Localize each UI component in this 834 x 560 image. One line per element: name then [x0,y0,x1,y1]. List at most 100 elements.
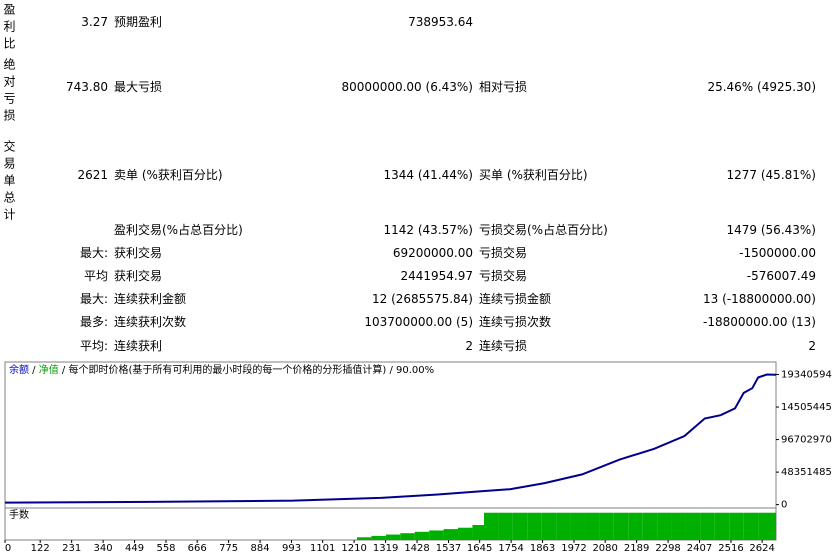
lots-bar [443,529,459,540]
y-tick-label: 14505445 [781,402,832,413]
x-tick-label: 2189 [624,543,649,554]
x-tick-label: 558 [156,543,175,554]
lots-bar [512,512,528,540]
x-tick-label: 340 [94,543,113,554]
x-tick-label: 884 [251,543,270,554]
b-value: 13 (-18800000.00) [703,292,816,306]
lots-bar [527,512,542,540]
lots-bar [584,512,600,540]
a-value: 2441954.97 [400,269,473,283]
b-label: 连续亏损金额 [479,292,552,306]
x-tick-label: 1319 [373,543,398,554]
lots-bar [642,512,658,540]
lead: 平均 [83,269,108,283]
legend-part: 净值 [39,363,59,376]
lots-bar [758,512,773,540]
x-tick-label: 775 [219,543,238,554]
lots-bar [414,531,430,540]
lots-bar [458,527,473,540]
lots-bar [599,512,614,540]
lots-bar [613,512,629,540]
a-value: 69200000.00 [392,246,473,260]
b-label: 亏损交易 [479,269,528,283]
lots-bar [700,512,715,540]
a-label: 连续获利 [114,339,163,353]
lots-bar [385,534,401,540]
lots-bar [556,512,571,540]
x-tick-label: 1645 [467,543,492,554]
y-tick-label: 48351485 [781,467,832,478]
lead: 最大: [79,292,108,306]
x-tick-label: 1972 [561,543,586,554]
lots-bar [400,533,415,540]
x-tick-label: 2298 [655,543,680,554]
b-value: 1277 (45.81%) [726,168,816,182]
lead: 2621 [77,168,108,182]
lots-bar [483,512,499,540]
x-tick-label: 2624 [749,543,774,554]
legend-part: / [29,365,39,376]
x-tick-label: 2407 [687,543,712,554]
plot-frame [4,361,777,509]
x-tick-label: 449 [125,543,144,554]
lots-bar [685,512,701,540]
group-label: 交易单总计 [2,140,16,225]
legend-part: / 每个即时价格(基于所有可利用的最小时段的每一个价格的分形插值计算) / 90… [59,363,434,376]
a-label: 卖单 (%获利百分比) [114,168,223,182]
lots-bar [357,537,372,540]
y-tick-label: 0 [781,500,787,511]
b-value: 25.46% (4925.30) [707,80,816,94]
x-tick-label: 2080 [592,543,617,554]
a-label: 连续获利次数 [114,315,187,329]
b-value: 2 [808,339,816,353]
b-label: 亏损交易(%占总百分比) [479,223,608,237]
a-label: 盈利交易(%占总百分比) [114,223,243,237]
x-tick-label: 993 [282,543,301,554]
a-label: 最大亏损 [114,80,163,94]
x-tick-label: 231 [62,543,81,554]
lots-bar [570,512,585,540]
x-tick-label: 1210 [341,543,366,554]
group-label: 盈利比 [2,3,16,54]
legend-part: 余额 [9,363,29,376]
group-label: 绝对亏损 [2,58,16,126]
a-value: 1142 (43.57%) [383,223,473,237]
lead: 最大: [79,246,108,260]
b-label: 连续亏损 [479,339,528,353]
lots-bar [671,512,686,540]
lots-bar [628,512,643,540]
x-tick-label: 1428 [404,543,429,554]
lots-bar [743,512,759,540]
b-label: 买单 (%获利百分比) [479,168,588,182]
x-tick-label: 1754 [498,543,523,554]
lots-bar [371,535,386,540]
a-value: 12 (2685575.84) [372,292,473,306]
b-value: -1500000.00 [739,246,816,260]
b-value: -576007.49 [746,269,816,283]
y-tick-label: 19340594 [781,370,832,381]
a-label: 获利交易 [114,269,163,283]
lots-bar [541,512,557,540]
b-label: 连续亏损次数 [479,315,552,329]
x-tick-label: 1101 [310,543,335,554]
a-value: 103700000.00 (5) [364,315,473,329]
lots-title: 手数 [9,508,29,521]
balance-line [4,373,777,504]
lots-bar [772,512,776,540]
b-label: 亏损交易 [479,246,528,260]
lead: 平均: [79,339,108,353]
a-value: 1344 (41.44%) [383,168,473,182]
x-tick-label: 666 [188,543,207,554]
b-label: 相对亏损 [479,80,528,94]
y-tick-label: 96702970 [781,435,832,446]
x-tick-label: 2516 [718,543,743,554]
x-tick-label: 1863 [530,543,555,554]
x-tick-label: 1537 [436,543,461,554]
b-value: 1479 (56.43%) [726,223,816,237]
a-value: 2 [465,339,473,353]
lots-bar [714,512,730,540]
x-tick-label: 0 [5,543,11,554]
a-label: 连续获利金额 [114,292,187,306]
a-label: 预期盈利 [114,15,163,29]
